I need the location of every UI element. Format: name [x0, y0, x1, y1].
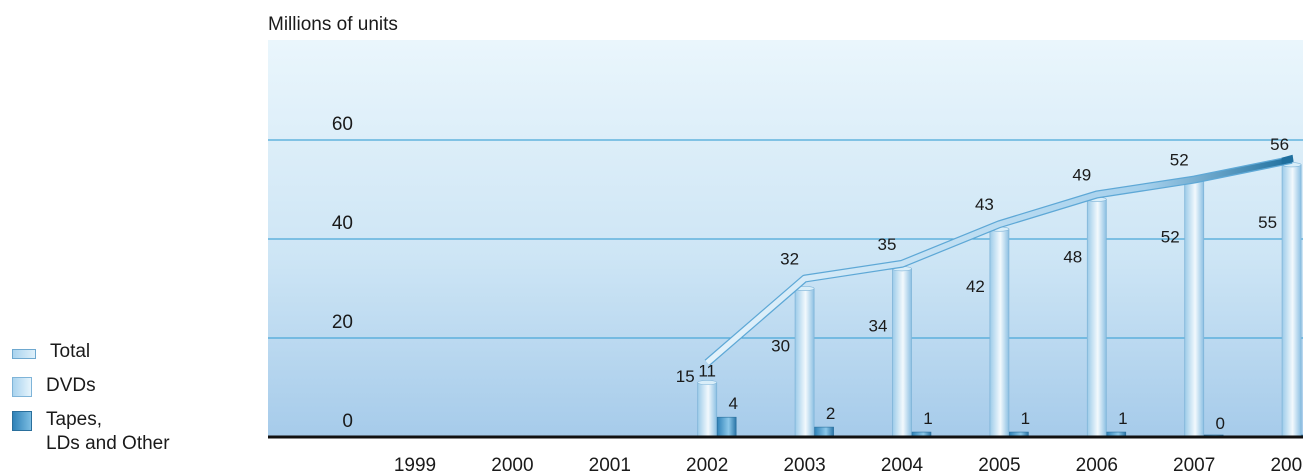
legend-label-dvds: DVDs [46, 375, 96, 396]
dvd-data-label: 30 [771, 337, 790, 356]
dvd-data-label: 11 [698, 362, 716, 381]
total-data-label: 52 [1170, 151, 1189, 170]
dvd-bar [1281, 164, 1302, 438]
dvd-bar-cap [697, 380, 718, 386]
x-tick-label: 1999 [394, 455, 436, 475]
tape-data-label: 4 [728, 394, 737, 413]
x-tick-label: 2005 [978, 455, 1020, 475]
tape-data-label: 1 [1021, 409, 1030, 428]
total-data-label: 15 [676, 367, 695, 386]
x-ticks: 1999 2000 2001 2002 2003 2004 2005 2006 2007 2008 [394, 455, 1303, 475]
tape-bar [716, 416, 737, 438]
dvd-bar [1184, 179, 1205, 438]
total-data-label: 56 [1270, 135, 1289, 154]
legend-item-dvds: DVDs [12, 374, 170, 398]
y-tick-label: 0 [342, 411, 353, 432]
legend-swatch-dvds [12, 377, 32, 397]
total-line-path [705, 157, 1293, 365]
x-tick-label: 2004 [881, 455, 924, 475]
y-axis-title: Millions of units [268, 14, 398, 35]
legend-item-total: Total [12, 340, 170, 364]
legend-item-tapes: Tapes, LDs and Other [12, 408, 170, 456]
dvd-data-label: 52 [1161, 228, 1180, 247]
total-data-label: 35 [878, 235, 897, 254]
tape-data-label: 1 [1118, 409, 1127, 428]
legend-swatch-tapes [12, 411, 32, 431]
y-tick-label: 40 [332, 213, 353, 234]
y-tick-label: 60 [332, 114, 353, 135]
x-tick-label: 2002 [686, 455, 728, 475]
x-tick-label: 2001 [589, 455, 631, 475]
dvd-bar [794, 288, 815, 438]
total-line-end-cap [1281, 154, 1294, 165]
x-tick-label: 2003 [783, 455, 825, 475]
dvd-bar [989, 228, 1010, 438]
legend: Total DVDs Tapes, LDs and Other [12, 340, 170, 466]
dvd-data-label: 42 [966, 277, 985, 296]
x-tick-label: 2008 [1270, 455, 1303, 475]
legend-swatch-total [12, 349, 36, 359]
total-line [704, 154, 1294, 366]
dvd-data-label: 34 [869, 317, 888, 336]
total-data-label: 49 [1072, 165, 1091, 184]
total-data-label: 43 [975, 195, 994, 214]
dvd-bar [892, 268, 912, 438]
dvd-data-label: 48 [1063, 247, 1082, 266]
dvd-bar [1086, 198, 1107, 438]
legend-label-total: Total [50, 341, 91, 362]
data-labels: 15323543495256113034424852554211100 [676, 135, 1289, 433]
total-data-label: 32 [780, 250, 799, 269]
tape-data-label: 1 [923, 409, 932, 428]
y-tick-label: 20 [332, 312, 353, 333]
tape-data-label: 2 [826, 404, 835, 423]
bars [697, 162, 1303, 438]
tape-data-label: 0 [1215, 414, 1224, 433]
dvd-bar [697, 382, 718, 438]
x-tick-label: 2006 [1076, 455, 1118, 475]
x-tick-label: 2000 [491, 455, 533, 475]
dvd-data-label: 55 [1258, 213, 1277, 232]
x-tick-label: 2007 [1173, 455, 1215, 475]
grid-layer [268, 139, 1303, 339]
legend-label-tapes: Tapes, LDs and Other [46, 409, 170, 454]
y-ticks: 0 20 40 60 [332, 114, 353, 432]
